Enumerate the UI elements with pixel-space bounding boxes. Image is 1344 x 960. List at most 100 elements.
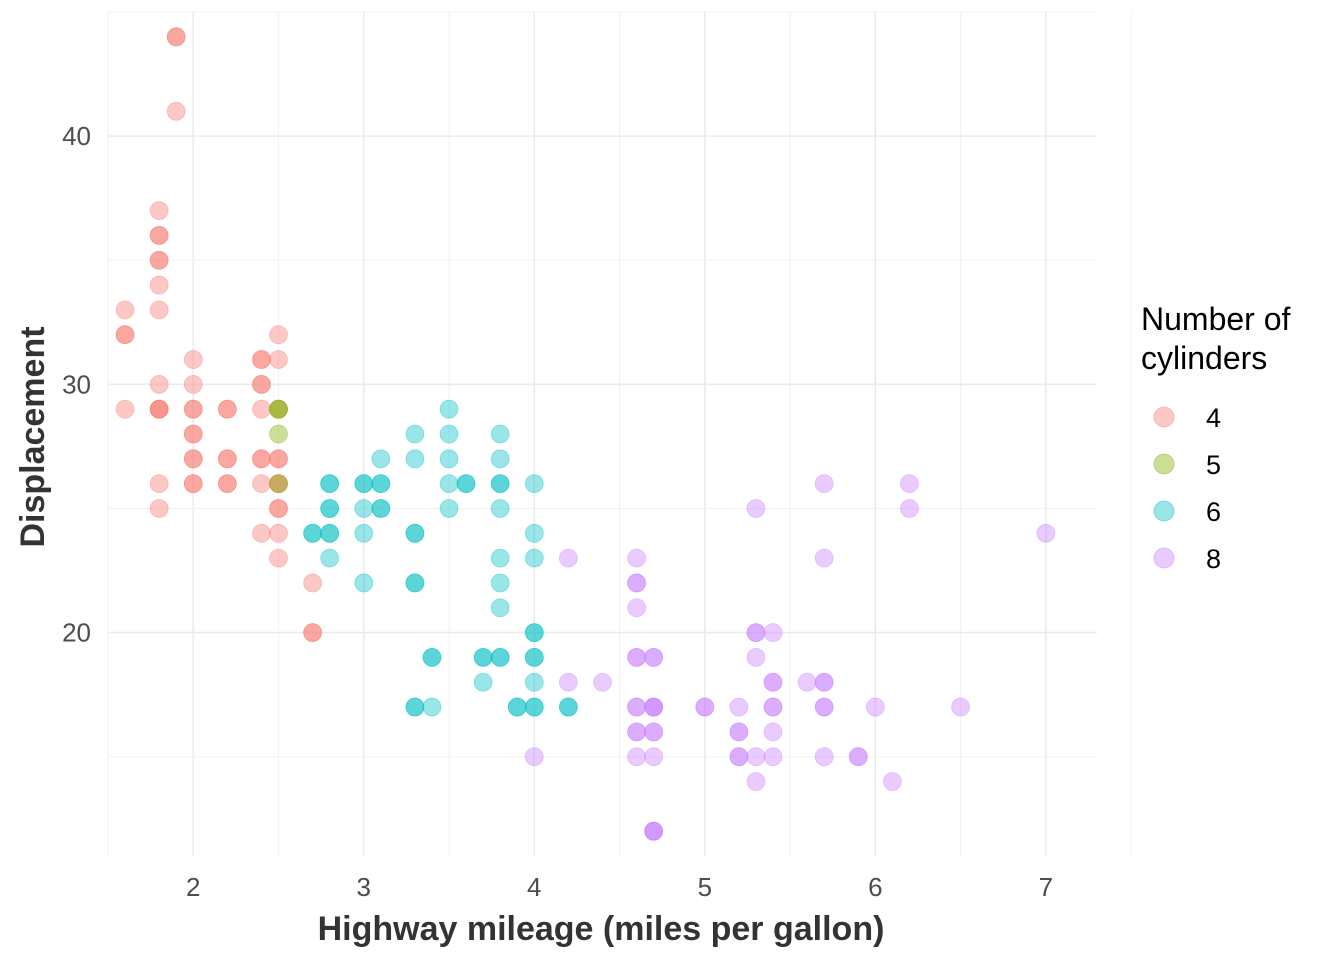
- data-point-cyl-8: [797, 672, 817, 692]
- data-point-cyl-8: [814, 548, 834, 568]
- x-tick-label: 6: [868, 872, 882, 902]
- data-point-cyl-4: [269, 325, 288, 345]
- data-point-cyl-8: [644, 697, 664, 717]
- data-point-cyl-6: [320, 499, 340, 518]
- data-point-cyl-8: [729, 747, 749, 767]
- data-point-cyl-4: [149, 201, 169, 220]
- data-point-cyl-8: [1036, 523, 1056, 543]
- data-point-cyl-8: [814, 474, 834, 494]
- y-tick-label: 30: [62, 369, 91, 399]
- data-point-cyl-4: [252, 350, 271, 369]
- data-point-cyl-6: [354, 573, 374, 593]
- data-point-cyl-8: [763, 722, 783, 742]
- data-point-cyl-8: [763, 672, 783, 692]
- x-tick-label: 7: [1039, 872, 1053, 902]
- data-point-cyl-6: [320, 523, 340, 543]
- data-point-cyl-5: [269, 399, 288, 419]
- data-point-cyl-4: [217, 399, 237, 419]
- data-point-cyl-8: [814, 697, 834, 717]
- data-point-cyl-8: [644, 697, 664, 717]
- data-point-cyl-4: [269, 449, 288, 469]
- data-point-cyl-8: [746, 747, 766, 767]
- data-point-cyl-4: [269, 548, 288, 568]
- data-point-cyl-6: [524, 648, 544, 667]
- data-point-cyl-6: [320, 523, 340, 543]
- data-point-cyl-6: [371, 449, 391, 469]
- legend-title-line-1: Number of: [1141, 301, 1291, 337]
- legend-key-5: [1153, 453, 1175, 475]
- data-point-cyl-6: [354, 474, 374, 494]
- x-axis-title: Highway mileage (miles per gallon): [318, 910, 885, 948]
- data-point-cyl-6: [456, 474, 476, 494]
- legend: Number of cylinders 4 5 6 8: [1141, 301, 1291, 574]
- data-point-cyl-4: [183, 424, 203, 444]
- y-tick-label: 40: [62, 121, 91, 151]
- data-point-cyl-4: [252, 350, 271, 369]
- legend-key-8: [1153, 547, 1175, 569]
- data-point-cyl-8: [814, 672, 834, 692]
- data-point-cyl-8: [644, 821, 664, 841]
- data-point-cyl-8: [644, 821, 664, 841]
- data-point-cyl-8: [763, 747, 783, 767]
- data-point-cyl-6: [422, 648, 442, 667]
- data-point-cyl-8: [644, 722, 664, 742]
- data-point-cyl-6: [524, 697, 544, 717]
- data-point-cyl-8: [558, 672, 578, 692]
- data-point-cyl-4: [149, 250, 169, 270]
- data-point-cyl-8: [627, 697, 647, 717]
- x-tick-label: 4: [527, 872, 541, 902]
- data-point-cyl-8: [644, 648, 664, 667]
- data-point-cyl-6: [439, 399, 459, 419]
- data-point-cyl-4: [217, 449, 237, 469]
- data-point-cyl-6: [405, 573, 425, 593]
- x-tick-label: 2: [186, 872, 200, 902]
- legend-label-5: 5: [1206, 450, 1221, 480]
- data-point-cyl-4: [115, 300, 135, 320]
- data-point-cyl-8: [763, 623, 783, 642]
- data-point-cyl-6: [320, 474, 340, 494]
- data-point-cyl-6: [507, 697, 527, 717]
- data-point-cyl-4: [149, 474, 169, 494]
- data-point-cyl-6: [405, 523, 425, 543]
- data-point-cyl-8: [627, 648, 647, 667]
- data-point-cyl-4: [303, 623, 323, 642]
- data-point-cyl-6: [490, 598, 510, 618]
- data-point-cyl-4: [166, 27, 186, 47]
- data-point-cyl-8: [644, 697, 664, 717]
- legend-label-6: 6: [1206, 497, 1221, 527]
- data-point-cyl-4: [217, 449, 237, 469]
- data-point-cyl-8: [627, 648, 647, 667]
- data-point-cyl-8: [900, 499, 919, 518]
- data-point-cyl-6: [490, 449, 510, 469]
- data-point-cyl-6: [371, 499, 391, 518]
- legend-title-line-2: cylinders: [1141, 340, 1267, 376]
- data-point-cyl-8: [882, 772, 902, 791]
- data-point-cyl-6: [303, 523, 323, 543]
- data-point-cyl-4: [183, 350, 203, 369]
- data-point-cyl-4: [166, 27, 186, 47]
- data-point-cyl-6: [490, 474, 510, 494]
- data-point-cyl-8: [593, 672, 612, 692]
- tick-labels: 2 3 4 5 6 7 20 30 40: [62, 121, 1053, 902]
- data-point-cyl-8: [729, 722, 749, 742]
- data-point-cyl-6: [320, 474, 340, 494]
- data-point-cyl-8: [695, 697, 715, 717]
- data-point-cyl-8: [763, 697, 783, 717]
- data-point-cyl-6: [524, 548, 544, 568]
- data-point-cyl-6: [371, 499, 391, 518]
- data-point-cyl-4: [303, 623, 323, 642]
- data-point-cyl-6: [524, 623, 544, 642]
- data-point-cyl-6: [422, 697, 442, 717]
- data-point-cyl-8: [627, 573, 647, 593]
- data-point-cyl-6: [524, 648, 544, 667]
- data-point-cyl-4: [183, 449, 203, 469]
- data-point-cyl-8: [814, 672, 834, 692]
- data-point-cyl-8: [746, 623, 766, 642]
- data-point-cyl-8: [763, 697, 783, 717]
- data-point-cyl-6: [405, 449, 425, 469]
- data-point-cyl-8: [746, 499, 766, 518]
- data-point-cyl-8: [627, 697, 647, 717]
- data-point-cyl-8: [627, 722, 647, 742]
- data-point-cyl-8: [848, 747, 868, 767]
